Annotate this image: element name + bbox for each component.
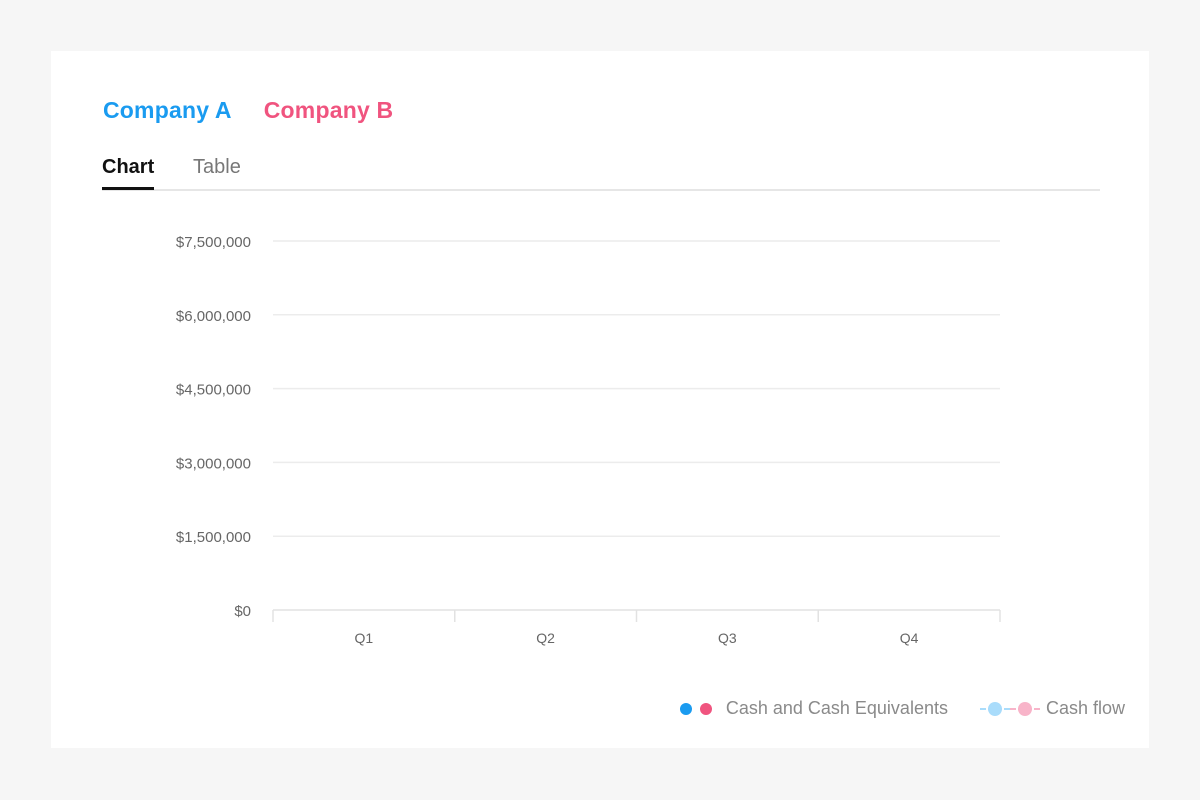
x-tick-label: Q1 xyxy=(355,630,374,646)
bar-chart: $0 $1,500,000 $3,000,000 $4,500,000 $6,000,0… xyxy=(176,234,1001,646)
legend-dot-company-b xyxy=(699,702,712,715)
legend-cash-flow[interactable]: Cash flow xyxy=(979,698,1125,719)
legend-cash-equivalents[interactable]: Cash and Cash Equivalents xyxy=(679,698,948,719)
y-tick-label: $3,000,000 xyxy=(176,455,251,472)
y-tick-label: $0 xyxy=(234,603,251,620)
legend-line-company-b xyxy=(1009,701,1040,716)
tab-table[interactable]: Table xyxy=(193,156,241,178)
legend-label-cash-flow: Cash flow xyxy=(1045,698,1125,718)
chart-legend: Cash and Cash Equivalents Cash flow xyxy=(679,698,1125,719)
y-tick-label: $1,500,000 xyxy=(176,529,251,546)
legend-line-company-a xyxy=(979,701,1010,716)
company-b-toggle[interactable]: Company B xyxy=(263,97,394,123)
legend-dot-company-a xyxy=(679,702,692,715)
x-tick-label: Q3 xyxy=(718,630,737,646)
y-tick-label: $4,500,000 xyxy=(176,382,251,399)
view-tabs: Chart Table xyxy=(102,156,1100,191)
x-tick-label: Q2 xyxy=(536,630,555,646)
company-selector: Company A Company B xyxy=(103,97,393,124)
company-a-toggle[interactable]: Company A xyxy=(103,97,232,123)
y-tick-label: $7,500,000 xyxy=(176,234,251,251)
y-tick-label: $6,000,000 xyxy=(176,308,251,325)
x-tick-label: Q4 xyxy=(900,630,919,646)
chart-card: Company A Company B Chart Table $0 $1,500… xyxy=(51,51,1149,748)
tab-chart[interactable]: Chart xyxy=(102,156,155,190)
legend-label-cash-equivalents: Cash and Cash Equivalents xyxy=(725,698,948,718)
